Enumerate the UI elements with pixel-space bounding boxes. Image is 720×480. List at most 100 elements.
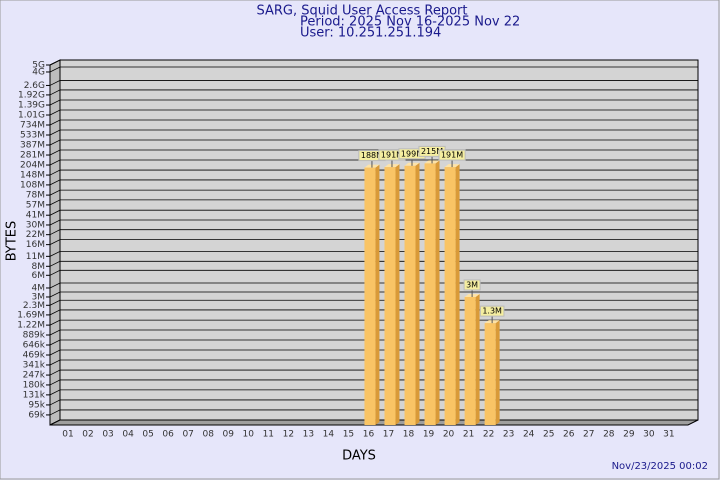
x-tick-label: 26 bbox=[563, 430, 575, 440]
y-tick-label: 646k bbox=[23, 340, 46, 350]
chart-title: SARG, Squid User Access Report bbox=[257, 4, 468, 19]
y-tick-label: 889k bbox=[23, 331, 46, 341]
x-tick-label: 04 bbox=[122, 430, 134, 440]
x-tick-label: 18 bbox=[403, 430, 415, 440]
bar-side bbox=[375, 164, 380, 425]
y-tick-label: 6M bbox=[32, 271, 46, 281]
grid-line bbox=[49, 129, 698, 136]
y-tick-label: 78M bbox=[26, 191, 45, 201]
grid-line bbox=[49, 282, 698, 289]
x-tick-label: 23 bbox=[503, 430, 514, 440]
x-tick-label: 05 bbox=[142, 430, 153, 440]
bar bbox=[384, 167, 396, 425]
bar bbox=[424, 163, 436, 426]
y-tick-label: 1.22M bbox=[17, 321, 45, 331]
bar-side bbox=[415, 162, 420, 426]
y-tick-label: 1.01G bbox=[18, 111, 45, 121]
y-tick-label: 11M bbox=[26, 252, 45, 262]
y-tick-label: 1.69M bbox=[17, 310, 45, 320]
x-tick-label: 16 bbox=[363, 430, 375, 440]
y-tick-label: 95k bbox=[28, 400, 45, 410]
bar bbox=[484, 323, 496, 425]
x-tick-label: 02 bbox=[82, 430, 93, 440]
x-tick-label: 21 bbox=[463, 430, 474, 440]
x-tick-label: 19 bbox=[423, 430, 435, 440]
x-tick-label: 22 bbox=[483, 430, 494, 440]
y-tick-label: 16M bbox=[26, 240, 45, 250]
grid-line bbox=[49, 291, 698, 298]
y-tick-label: 108M bbox=[20, 180, 45, 190]
grid-line bbox=[49, 219, 698, 226]
grid-line bbox=[49, 139, 698, 146]
grid-line bbox=[49, 149, 698, 156]
y-axis-label: BYTES bbox=[5, 221, 20, 262]
y-tick-label: 2.6G bbox=[24, 81, 45, 91]
grid-line bbox=[49, 319, 698, 326]
bar-side bbox=[475, 293, 480, 425]
bar-side bbox=[435, 160, 440, 426]
x-tick-label: 06 bbox=[162, 430, 174, 440]
y-tick-label: 734M bbox=[20, 120, 45, 130]
value-label-box bbox=[463, 279, 481, 291]
x-tick-label: 14 bbox=[323, 430, 335, 440]
grid-line bbox=[49, 229, 698, 236]
y-tick-label: 4M bbox=[32, 283, 46, 293]
value-label-box bbox=[479, 305, 505, 317]
x-tick-label: 09 bbox=[223, 430, 235, 440]
bar bbox=[444, 167, 456, 425]
x-tick-label: 17 bbox=[383, 430, 394, 440]
value-label: 188M bbox=[361, 151, 383, 160]
y-tick-label: 5G bbox=[32, 61, 45, 71]
x-tick-label: 31 bbox=[663, 430, 674, 440]
grid-line bbox=[49, 179, 698, 186]
y-tick-label: 387M bbox=[20, 141, 45, 151]
value-label: 215M bbox=[421, 147, 443, 156]
user: User: 10.251.251.194 bbox=[300, 26, 441, 41]
grid-line bbox=[49, 199, 698, 206]
value-label: 199M bbox=[401, 149, 423, 158]
x-tick-label: 25 bbox=[543, 430, 554, 440]
x-tick-label: 12 bbox=[283, 430, 294, 440]
y-tick-label: 1.39G bbox=[18, 101, 45, 111]
y-tick-label: 3M bbox=[32, 292, 46, 302]
x-tick-label: 10 bbox=[243, 430, 255, 440]
grid-line bbox=[49, 80, 698, 86]
grid-line bbox=[49, 169, 698, 176]
bar-side bbox=[455, 164, 460, 425]
y-tick-label: 69k bbox=[28, 410, 45, 420]
y-tick-label: 247k bbox=[23, 371, 46, 381]
y-tick-label: 57M bbox=[26, 200, 45, 210]
x-tick-label: 28 bbox=[603, 430, 615, 440]
x-tick-label: 08 bbox=[202, 430, 214, 440]
y-tick-label: 1.92G bbox=[18, 90, 45, 100]
subtitle: Period: 2025 Nov 16-2025 Nov 22 bbox=[300, 15, 520, 30]
y-tick-label: 533M bbox=[20, 131, 45, 141]
y-tick-label: 148M bbox=[20, 171, 45, 181]
value-label-box bbox=[438, 149, 466, 161]
x-tick-label: 29 bbox=[623, 430, 635, 440]
grid-line bbox=[49, 66, 698, 73]
bar bbox=[464, 296, 476, 425]
x-tick-label: 27 bbox=[583, 430, 594, 440]
value-label: 191M bbox=[441, 151, 463, 160]
x-tick-label: 03 bbox=[102, 430, 113, 440]
grid-line bbox=[49, 209, 698, 216]
y-tick-label: 281M bbox=[20, 151, 45, 161]
bar-side bbox=[495, 320, 500, 425]
bar bbox=[364, 167, 376, 425]
footer-timestamp: Nov/23/2025 00:02 bbox=[612, 461, 708, 472]
grid-line bbox=[49, 299, 698, 306]
x-tick-label: 15 bbox=[343, 430, 354, 440]
grid-line bbox=[49, 99, 698, 106]
grid-line bbox=[49, 109, 698, 116]
x-tick-label: 30 bbox=[643, 430, 655, 440]
value-label: 1.3M bbox=[482, 307, 502, 316]
x-tick-label: 24 bbox=[523, 430, 535, 440]
grid-line bbox=[49, 159, 698, 166]
x-tick-label: 20 bbox=[443, 430, 455, 440]
y-tick-label: 41M bbox=[26, 211, 45, 221]
y-tick-label: 2.3M bbox=[23, 301, 45, 311]
bar bbox=[404, 165, 416, 426]
grid-line bbox=[49, 119, 698, 126]
